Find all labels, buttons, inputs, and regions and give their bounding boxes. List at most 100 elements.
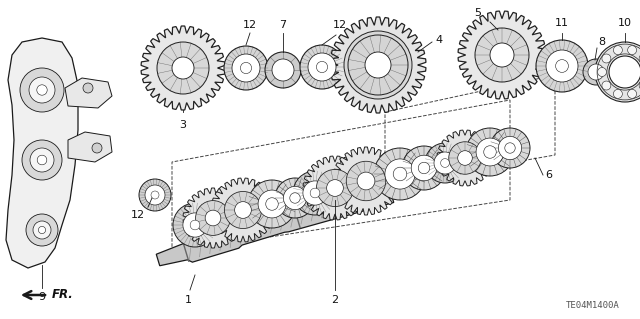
- Circle shape: [412, 155, 436, 181]
- Text: 9: 9: [38, 292, 45, 302]
- Circle shape: [419, 162, 429, 174]
- Polygon shape: [65, 78, 112, 108]
- Circle shape: [225, 191, 262, 228]
- Circle shape: [303, 181, 327, 205]
- Circle shape: [475, 28, 529, 82]
- Circle shape: [546, 50, 578, 82]
- Polygon shape: [6, 38, 78, 268]
- Text: TE04M1400A: TE04M1400A: [566, 301, 620, 310]
- Circle shape: [83, 83, 93, 93]
- Circle shape: [598, 68, 607, 77]
- Circle shape: [602, 81, 611, 90]
- Circle shape: [190, 220, 200, 230]
- Polygon shape: [303, 156, 367, 220]
- Circle shape: [346, 161, 386, 201]
- Circle shape: [37, 155, 47, 165]
- Text: 10: 10: [618, 18, 632, 28]
- Text: 7: 7: [280, 20, 287, 30]
- Circle shape: [33, 221, 51, 239]
- Circle shape: [425, 143, 465, 183]
- Circle shape: [449, 142, 481, 174]
- Text: 1: 1: [184, 295, 191, 305]
- Circle shape: [440, 159, 449, 167]
- Text: 2: 2: [332, 295, 339, 305]
- Circle shape: [139, 179, 171, 211]
- Circle shape: [458, 151, 472, 165]
- Polygon shape: [332, 147, 400, 215]
- Circle shape: [499, 137, 522, 160]
- Text: 12: 12: [243, 20, 257, 30]
- Circle shape: [266, 198, 278, 210]
- Circle shape: [639, 54, 640, 63]
- Circle shape: [326, 180, 343, 197]
- Circle shape: [272, 59, 294, 81]
- Circle shape: [434, 152, 456, 174]
- Circle shape: [344, 31, 412, 99]
- Circle shape: [38, 226, 45, 234]
- Text: 12: 12: [333, 20, 347, 30]
- Circle shape: [26, 214, 58, 246]
- Circle shape: [157, 42, 209, 94]
- Polygon shape: [211, 178, 275, 242]
- Circle shape: [265, 52, 301, 88]
- Circle shape: [308, 53, 336, 81]
- Text: 11: 11: [555, 18, 569, 28]
- Circle shape: [258, 190, 286, 218]
- Circle shape: [365, 52, 391, 78]
- Polygon shape: [330, 17, 426, 113]
- Circle shape: [30, 148, 54, 172]
- Text: FR.: FR.: [52, 288, 74, 301]
- Text: 6: 6: [545, 170, 552, 180]
- Circle shape: [232, 54, 260, 82]
- Circle shape: [300, 45, 344, 89]
- Circle shape: [602, 54, 611, 63]
- Circle shape: [172, 57, 194, 79]
- Text: 12: 12: [131, 210, 145, 220]
- Circle shape: [20, 68, 64, 112]
- Circle shape: [639, 81, 640, 90]
- Circle shape: [490, 43, 514, 67]
- Circle shape: [348, 35, 408, 95]
- Circle shape: [609, 56, 640, 88]
- Circle shape: [628, 46, 637, 55]
- Circle shape: [145, 185, 165, 205]
- Polygon shape: [156, 178, 394, 266]
- Circle shape: [536, 40, 588, 92]
- Circle shape: [36, 85, 47, 95]
- Circle shape: [316, 61, 328, 73]
- Circle shape: [595, 42, 640, 102]
- Circle shape: [92, 143, 102, 153]
- Circle shape: [310, 188, 320, 198]
- Polygon shape: [141, 26, 225, 110]
- Polygon shape: [183, 188, 243, 248]
- Circle shape: [183, 213, 207, 237]
- Circle shape: [316, 169, 353, 207]
- Circle shape: [205, 210, 221, 226]
- Circle shape: [613, 89, 622, 98]
- Circle shape: [151, 191, 159, 199]
- Circle shape: [402, 146, 446, 190]
- Circle shape: [173, 203, 217, 247]
- Circle shape: [583, 59, 609, 85]
- Text: 4: 4: [435, 35, 442, 45]
- Circle shape: [490, 128, 530, 168]
- Circle shape: [374, 148, 426, 200]
- Circle shape: [628, 89, 637, 98]
- Circle shape: [29, 77, 55, 103]
- Circle shape: [476, 138, 504, 166]
- Circle shape: [556, 60, 568, 72]
- Circle shape: [196, 201, 230, 235]
- Text: 5: 5: [474, 8, 481, 18]
- Circle shape: [613, 46, 622, 55]
- Circle shape: [466, 128, 514, 176]
- Circle shape: [505, 143, 515, 153]
- Circle shape: [290, 193, 300, 203]
- Polygon shape: [437, 130, 493, 186]
- Circle shape: [275, 178, 315, 218]
- Circle shape: [484, 146, 496, 158]
- Text: 8: 8: [598, 37, 605, 47]
- Circle shape: [248, 180, 296, 228]
- Circle shape: [293, 171, 337, 215]
- Text: 3: 3: [179, 120, 186, 130]
- Circle shape: [235, 202, 252, 218]
